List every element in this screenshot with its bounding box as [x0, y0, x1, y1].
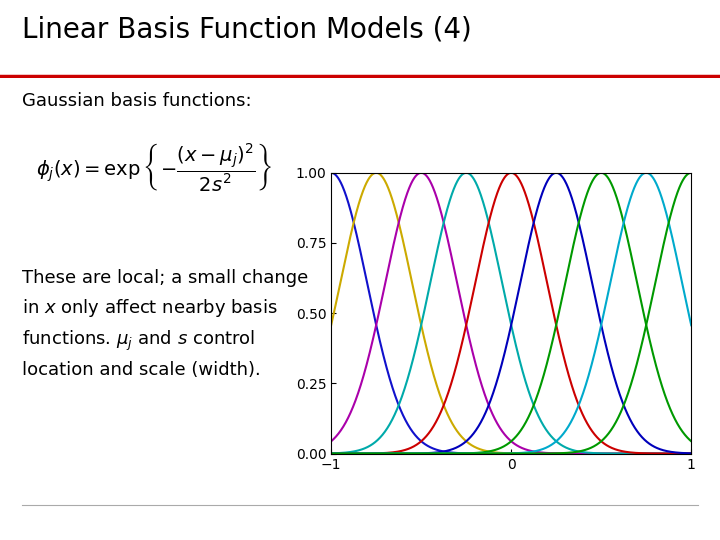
Text: $\phi_j(x) = \exp\left\{-\dfrac{(x-\mu_j)^2}{2s^2}\right\}$: $\phi_j(x) = \exp\left\{-\dfrac{(x-\mu_j…	[36, 141, 273, 193]
Text: Gaussian basis functions:: Gaussian basis functions:	[22, 92, 251, 110]
Text: Linear Basis Function Models (4): Linear Basis Function Models (4)	[22, 15, 472, 43]
Text: These are local; a small change
in $x$ only affect nearby basis
functions. $\mu_: These are local; a small change in $x$ o…	[22, 269, 308, 379]
